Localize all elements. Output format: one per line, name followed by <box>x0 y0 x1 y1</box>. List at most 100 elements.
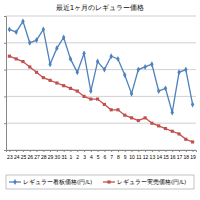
marker <box>137 67 140 73</box>
x-tick-label: 28 <box>41 154 47 160</box>
x-tick: 6 <box>104 150 107 160</box>
marker <box>116 56 119 62</box>
x-tick-label: 15 <box>163 154 169 160</box>
marker <box>103 67 106 73</box>
y-tick <box>4 123 6 124</box>
x-tick-label: 2 <box>76 154 79 160</box>
x-tick: 27 <box>34 150 40 160</box>
x-tick-mark <box>70 150 71 152</box>
marker <box>123 72 126 78</box>
marker <box>69 56 72 62</box>
y-tick-mark <box>4 96 6 97</box>
x-tick-label: 7 <box>110 154 113 160</box>
marker <box>35 37 38 43</box>
x-tick: 10 <box>129 150 135 160</box>
legend-box <box>6 175 194 189</box>
marker <box>143 64 146 70</box>
x-tick-mark <box>77 150 78 152</box>
marker <box>103 103 106 106</box>
x-tick-label: 4 <box>90 154 93 160</box>
marker <box>171 130 174 133</box>
x-tick-mark <box>132 150 133 152</box>
x-tick: 8 <box>117 150 120 160</box>
x-tick-mark <box>23 150 24 152</box>
y-tick-mark <box>4 70 6 71</box>
marker <box>184 67 187 73</box>
x-tick: 11 <box>136 150 141 160</box>
marker <box>15 57 18 60</box>
marker <box>177 132 180 135</box>
marker <box>191 101 194 107</box>
x-tick-label: 19 <box>190 154 196 160</box>
marker <box>76 89 79 92</box>
series-layer <box>8 18 195 143</box>
legend: レギュラー看板価格(円/L)レギュラー実売価格(円/L) <box>6 175 194 189</box>
marker-group <box>8 18 195 115</box>
marker <box>164 127 167 130</box>
marker <box>110 108 113 111</box>
x-tick-label: 3 <box>83 154 86 160</box>
marker <box>157 124 160 127</box>
marker <box>82 51 85 57</box>
x-tick: 30 <box>55 150 61 160</box>
y-tick-mark <box>4 123 6 124</box>
marker <box>35 71 38 74</box>
marker <box>123 114 126 117</box>
marker <box>150 61 153 67</box>
marker <box>21 60 24 63</box>
y-tick-mark <box>4 43 6 44</box>
x-tick: 18 <box>184 150 190 160</box>
x-tick-mark <box>125 150 126 152</box>
chart: 最近1ヶ月のレギュラー価格232425262728293031123456789… <box>0 0 200 200</box>
x-tick: 23 <box>7 150 13 160</box>
y-axis-line <box>4 17 7 151</box>
legend-label: レギュラー看板価格(円/L) <box>23 179 92 185</box>
marker <box>144 116 147 119</box>
x-tick-label: 30 <box>55 154 61 160</box>
marker <box>89 88 92 94</box>
marker <box>21 18 24 24</box>
x-tick-label: 24 <box>14 154 20 160</box>
legend-marker <box>107 180 110 183</box>
legend-line <box>103 181 115 182</box>
marker <box>82 95 85 98</box>
y-tick <box>4 150 6 151</box>
x-tick-mark <box>84 150 85 152</box>
x-tick-mark <box>30 150 31 152</box>
x-tick: 9 <box>124 150 127 160</box>
grid-line <box>6 123 196 124</box>
marker <box>164 85 167 91</box>
marker <box>28 65 31 68</box>
marker <box>150 122 153 125</box>
marker <box>171 110 174 116</box>
x-tick-label: 5 <box>97 154 100 160</box>
x-tick: 26 <box>27 150 33 160</box>
x-tick-label: 18 <box>184 154 190 160</box>
y-tick-mark <box>4 16 6 17</box>
x-tick-mark <box>152 150 153 152</box>
legend-entry: レギュラー看板価格(円/L) <box>9 179 92 185</box>
x-tick-mark <box>138 150 139 152</box>
marker <box>109 53 112 59</box>
x-tick-label: 29 <box>48 154 54 160</box>
marker <box>130 116 133 119</box>
marker <box>55 45 58 51</box>
title: 最近1ヶ月のレギュラー価格 <box>56 4 144 12</box>
x-tick-mark <box>186 150 187 152</box>
x-tick: 19 <box>190 150 196 160</box>
x-tick-label: 11 <box>136 154 141 160</box>
x-tick-mark <box>104 150 105 152</box>
x-tick-mark <box>159 150 160 152</box>
marker <box>116 108 119 111</box>
marker <box>96 59 99 65</box>
marker <box>177 69 180 75</box>
marker <box>62 84 65 87</box>
x-tick-label: 16 <box>170 154 176 160</box>
series-line <box>9 21 192 112</box>
marker <box>69 87 72 90</box>
grid-line <box>6 16 196 17</box>
x-tick: 15 <box>163 150 169 160</box>
x-tick-mark <box>57 150 58 152</box>
x-tick-label: 10 <box>129 154 135 160</box>
x-tick: 12 <box>143 150 149 160</box>
